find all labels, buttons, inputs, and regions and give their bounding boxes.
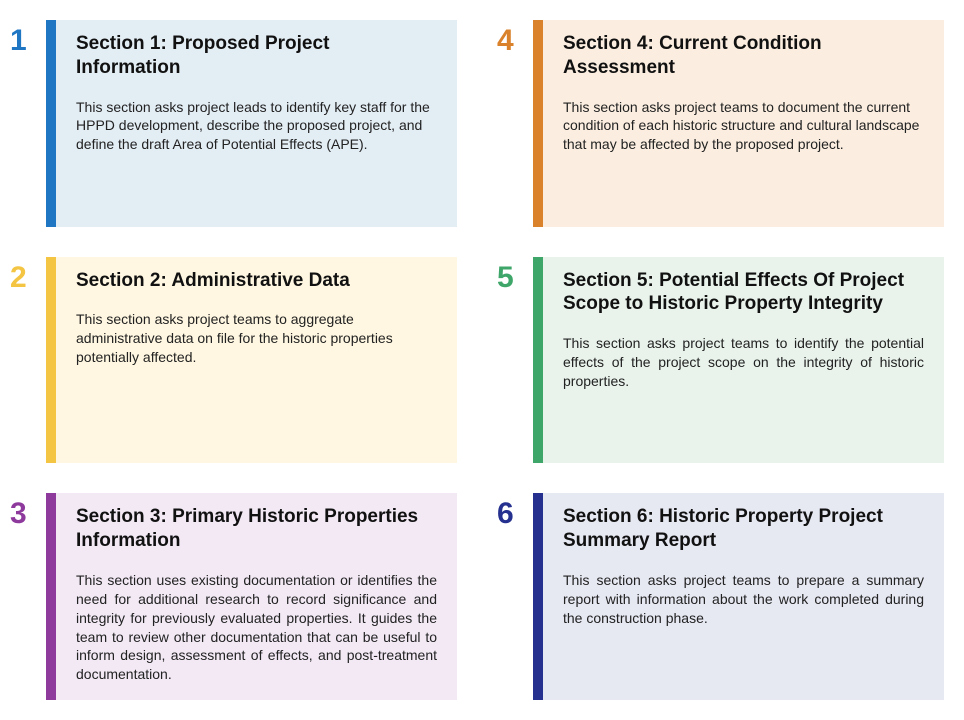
section-desc: This section asks project teams to docum… [563,98,924,155]
section-card: Section 3: Primary Historic Properties I… [46,493,457,700]
section-number: 3 [10,493,46,700]
section-accent [46,493,56,700]
section-cell-4: 4 Section 4: Current Condition Assessmen… [497,20,944,227]
section-title: Section 4: Current Condition Assessment [563,32,924,80]
section-card: Section 6: Historic Property Project Sum… [533,493,944,700]
section-accent [533,257,543,464]
sections-grid: 1 Section 1: Proposed Project Informatio… [0,0,964,720]
section-cell-6: 6 Section 6: Historic Property Project S… [497,493,944,700]
section-title: Section 2: Administrative Data [76,269,437,293]
section-number: 4 [497,20,533,227]
section-accent [46,257,56,464]
section-desc: This section asks project teams to prepa… [563,571,924,628]
section-title: Section 1: Proposed Project Information [76,32,437,80]
section-content: Section 4: Current Condition Assessment … [543,20,944,227]
section-desc: This section asks project teams to aggre… [76,310,437,367]
section-card: Section 1: Proposed Project Information … [46,20,457,227]
section-cell-3: 3 Section 3: Primary Historic Properties… [10,493,457,700]
section-accent [533,493,543,700]
section-content: Section 3: Primary Historic Properties I… [56,493,457,700]
section-title: Section 3: Primary Historic Properties I… [76,505,437,553]
section-accent [46,20,56,227]
section-accent [533,20,543,227]
section-number: 6 [497,493,533,700]
section-title: Section 5: Potential Effects Of Project … [563,269,924,317]
section-cell-5: 5 Section 5: Potential Effects Of Projec… [497,257,944,464]
section-number: 5 [497,257,533,464]
section-title: Section 6: Historic Property Project Sum… [563,505,924,553]
section-card: Section 2: Administrative Data This sect… [46,257,457,464]
section-content: Section 5: Potential Effects Of Project … [543,257,944,464]
section-content: Section 6: Historic Property Project Sum… [543,493,944,700]
section-desc: This section asks project leads to ident… [76,98,437,155]
section-cell-1: 1 Section 1: Proposed Project Informatio… [10,20,457,227]
section-number: 1 [10,20,46,227]
section-desc: This section uses existing documentation… [76,571,437,684]
section-desc: This section asks project teams to ident… [563,334,924,391]
section-card: Section 4: Current Condition Assessment … [533,20,944,227]
section-cell-2: 2 Section 2: Administrative Data This se… [10,257,457,464]
section-card: Section 5: Potential Effects Of Project … [533,257,944,464]
section-content: Section 1: Proposed Project Information … [56,20,457,227]
section-content: Section 2: Administrative Data This sect… [56,257,457,464]
section-number: 2 [10,257,46,464]
